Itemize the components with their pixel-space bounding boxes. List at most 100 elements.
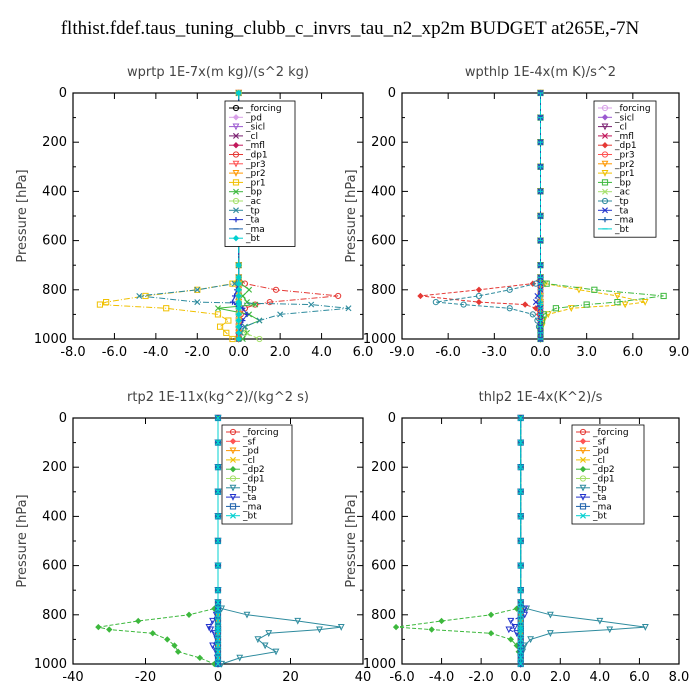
y-axis-label: Pressure [hPa] — [344, 494, 359, 587]
y-tick-label: 200 — [371, 460, 396, 475]
data-point — [163, 305, 170, 312]
data-point — [235, 89, 242, 97]
x-tick-label: 3.0 — [576, 345, 597, 360]
legend-label: _dp1 — [592, 475, 615, 485]
legend-label: _dp2 — [242, 465, 265, 475]
legend-marker — [601, 179, 609, 186]
series-line — [435, 93, 541, 339]
data-point — [261, 642, 269, 650]
legend-marker — [229, 428, 237, 436]
data-point — [223, 329, 230, 336]
data-point — [544, 311, 552, 319]
legend-marker — [601, 160, 609, 168]
legend-label: _ma — [245, 225, 265, 235]
legend-marker — [579, 475, 587, 482]
legend-marker — [232, 179, 240, 186]
data-point — [517, 513, 524, 520]
x-tick-label: 6.0 — [629, 670, 650, 685]
data-point — [215, 599, 221, 606]
figure-title: flthist.fdef.taus_tuning_clubb_c_invrs_t… — [60, 18, 640, 39]
data-point — [215, 654, 221, 661]
data-point — [241, 323, 248, 330]
data-point — [517, 439, 524, 446]
legend-label: _mfl — [614, 132, 634, 142]
legend-label: _tp — [242, 484, 257, 494]
data-point — [621, 301, 629, 309]
data-point — [487, 611, 495, 618]
data-point — [517, 661, 524, 667]
legend-marker — [580, 512, 586, 519]
y-axis-label: Pressure [hPa] — [15, 169, 30, 262]
x-tick-label: -2.0 — [468, 670, 493, 685]
legend-marker — [601, 197, 609, 205]
y-tick-label: 400 — [42, 509, 67, 524]
data-point — [606, 626, 614, 634]
legend-marker — [579, 503, 587, 510]
data-point — [511, 624, 519, 631]
data-point — [149, 630, 156, 637]
legend-label: _ac — [614, 188, 630, 198]
data-point — [207, 626, 215, 634]
legend-label: _ma — [242, 502, 262, 512]
data-point — [243, 611, 251, 619]
legend-label: _pd — [242, 447, 259, 457]
data-point — [308, 301, 315, 308]
legend-marker — [230, 512, 236, 519]
series-pr1 — [96, 89, 242, 343]
data-point — [517, 464, 524, 471]
y-tick-label: 1000 — [34, 332, 67, 347]
x-tick-label: 4.0 — [311, 345, 332, 360]
x-tick-label: -4.0 — [143, 345, 168, 360]
x-tick-label: 0 — [214, 670, 222, 685]
legend-marker — [232, 123, 240, 131]
data-point — [517, 587, 524, 594]
data-point — [517, 415, 524, 421]
series-dp2 — [95, 414, 222, 668]
data-point — [235, 286, 242, 293]
x-tick-label: 2.0 — [270, 345, 291, 360]
data-point — [194, 299, 201, 306]
data-point — [106, 626, 113, 633]
data-point — [103, 299, 110, 306]
data-point — [231, 280, 238, 287]
y-tick-label: 600 — [42, 559, 67, 574]
chart-title: thlp2 1E-4x(K^2)/s — [479, 390, 603, 405]
data-point — [460, 301, 467, 308]
data-point — [235, 292, 242, 300]
chart-title: wpthlp 1E-4x(m K)/s^2 — [465, 65, 616, 80]
legend-label: _dp1 — [245, 151, 268, 161]
chart-panel-3: rtp2 1E-11x(kg^2)/(kg^2 s)02004006008001… — [15, 390, 371, 685]
data-point — [591, 286, 598, 293]
data-point — [164, 636, 171, 643]
data-point — [517, 488, 524, 495]
data-point — [215, 415, 221, 421]
legend-label: _mfl — [245, 141, 265, 151]
legend-marker — [233, 207, 239, 214]
legend-marker — [229, 484, 237, 492]
legend-label: _cl — [242, 456, 255, 466]
legend-marker — [601, 142, 609, 149]
data-point — [215, 488, 221, 495]
data-point — [215, 538, 221, 544]
data-point — [517, 605, 524, 612]
data-point — [517, 599, 524, 606]
y-tick-label: 0 — [388, 86, 396, 101]
legend-label: _ma — [592, 502, 612, 512]
legend-marker — [232, 142, 240, 149]
data-point — [256, 317, 263, 324]
y-tick-label: 400 — [371, 509, 396, 524]
series-ta — [505, 414, 529, 668]
legend-label: _bt — [242, 512, 257, 522]
x-tick-label: -8.0 — [60, 345, 85, 360]
legend-marker — [233, 188, 239, 195]
y-tick-label: 0 — [59, 411, 67, 426]
legend-marker — [601, 170, 609, 177]
data-point — [614, 292, 621, 300]
legend-label: _ac — [245, 197, 261, 207]
legend-marker — [580, 456, 586, 463]
data-point — [428, 626, 435, 633]
data-point — [229, 335, 236, 343]
data-point — [583, 301, 590, 308]
data-point — [517, 636, 524, 643]
data-point — [641, 624, 649, 631]
